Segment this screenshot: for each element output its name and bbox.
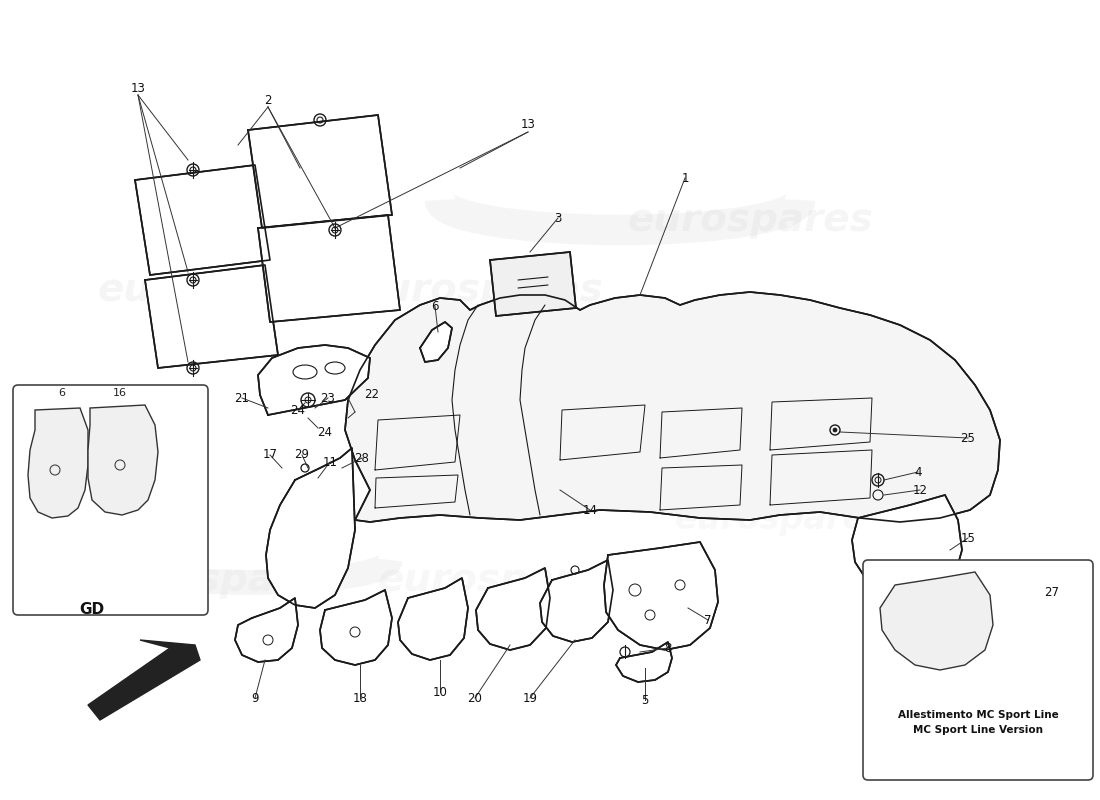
Polygon shape: [540, 560, 613, 642]
Text: 2: 2: [264, 94, 272, 106]
Text: 20: 20: [468, 691, 483, 705]
Text: 21: 21: [234, 391, 250, 405]
Text: 24: 24: [290, 403, 306, 417]
Text: 19: 19: [522, 691, 538, 705]
Text: 4: 4: [914, 466, 922, 478]
Text: eurospares: eurospares: [377, 561, 623, 599]
Text: 28: 28: [354, 451, 370, 465]
Text: eurospares: eurospares: [97, 271, 343, 309]
Polygon shape: [880, 572, 993, 670]
Text: 1: 1: [681, 171, 689, 185]
Polygon shape: [398, 578, 468, 660]
Polygon shape: [266, 448, 355, 608]
Polygon shape: [616, 642, 672, 682]
Text: 23: 23: [320, 391, 336, 405]
Text: 11: 11: [322, 455, 338, 469]
Text: eurospares: eurospares: [674, 503, 886, 537]
Text: 9: 9: [251, 691, 258, 705]
Text: 10: 10: [432, 686, 448, 698]
Polygon shape: [88, 405, 158, 515]
Text: 18: 18: [353, 691, 367, 705]
Text: 6: 6: [431, 299, 439, 313]
Polygon shape: [145, 265, 278, 368]
Polygon shape: [420, 322, 452, 362]
Polygon shape: [135, 165, 270, 275]
FancyBboxPatch shape: [13, 385, 208, 615]
Text: MC Sport Line Version: MC Sport Line Version: [913, 725, 1043, 735]
Polygon shape: [235, 598, 298, 662]
Text: 12: 12: [913, 483, 927, 497]
Polygon shape: [852, 495, 962, 598]
Text: 8: 8: [664, 642, 672, 654]
Text: Allestimento MC Sport Line: Allestimento MC Sport Line: [898, 710, 1058, 720]
Polygon shape: [248, 115, 392, 228]
Polygon shape: [490, 252, 576, 316]
Text: 6: 6: [58, 388, 66, 398]
Text: 15: 15: [960, 531, 976, 545]
Polygon shape: [604, 542, 718, 650]
Polygon shape: [88, 640, 200, 720]
Circle shape: [833, 428, 837, 432]
Text: 13: 13: [520, 118, 536, 131]
Polygon shape: [28, 408, 88, 518]
Text: 7: 7: [704, 614, 712, 626]
Text: GD: GD: [79, 602, 104, 618]
Polygon shape: [345, 292, 1000, 522]
Text: 16: 16: [113, 388, 127, 398]
Text: 22: 22: [364, 389, 380, 402]
FancyBboxPatch shape: [864, 560, 1093, 780]
Text: 17: 17: [263, 449, 277, 462]
Text: eurospares: eurospares: [97, 561, 343, 599]
Text: 24: 24: [318, 426, 332, 438]
Text: 5: 5: [641, 694, 649, 706]
Polygon shape: [258, 345, 370, 415]
Text: 25: 25: [960, 431, 976, 445]
Text: eurospares: eurospares: [358, 271, 603, 309]
Polygon shape: [320, 590, 392, 665]
Text: 14: 14: [583, 503, 597, 517]
Polygon shape: [476, 568, 550, 650]
Text: 27: 27: [1045, 586, 1059, 598]
Text: eurospares: eurospares: [627, 201, 873, 239]
Text: 13: 13: [131, 82, 145, 94]
Text: 3: 3: [554, 211, 562, 225]
Polygon shape: [258, 215, 400, 322]
Text: 29: 29: [295, 449, 309, 462]
